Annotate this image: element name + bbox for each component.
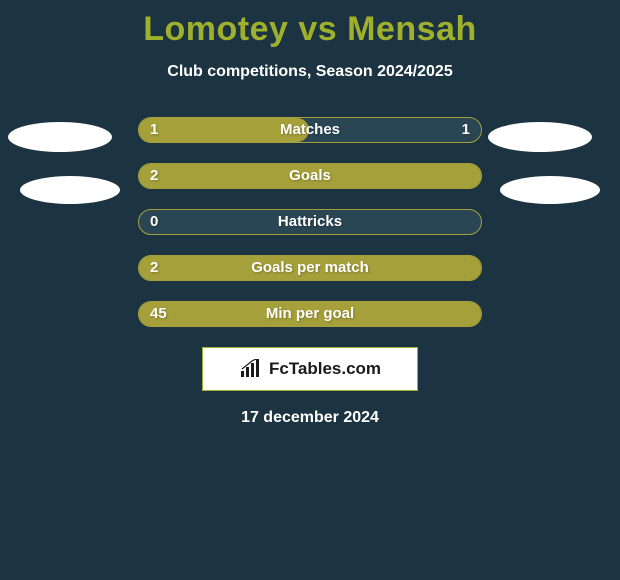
barchart-icon <box>239 359 263 379</box>
stat-row: 11Matches <box>138 117 482 145</box>
page-title: Lomotey vs Mensah <box>0 0 620 49</box>
player-ellipse <box>500 176 600 204</box>
player-ellipse <box>488 122 592 152</box>
stat-label: Matches <box>138 117 482 143</box>
comparison-infographic: Lomotey vs Mensah Club competitions, Sea… <box>0 0 620 580</box>
player-ellipse <box>20 176 120 204</box>
player1-name: Lomotey <box>143 10 288 48</box>
stat-row: 45Min per goal <box>138 301 482 329</box>
stat-row: 2Goals per match <box>138 255 482 283</box>
stat-label: Goals per match <box>138 255 482 281</box>
logo-box: FcTables.com <box>202 347 418 391</box>
subtitle: Club competitions, Season 2024/2025 <box>0 63 620 81</box>
stat-label: Min per goal <box>138 301 482 327</box>
player-ellipse <box>8 122 112 152</box>
stat-row: 2Goals <box>138 163 482 191</box>
logo-text: FcTables.com <box>269 359 381 379</box>
date-text: 17 december 2024 <box>0 409 620 427</box>
title-vs: vs <box>298 10 337 48</box>
stat-label: Goals <box>138 163 482 189</box>
player2-name: Mensah <box>347 10 477 48</box>
stat-label: Hattricks <box>138 209 482 235</box>
stat-row: 0Hattricks <box>138 209 482 237</box>
